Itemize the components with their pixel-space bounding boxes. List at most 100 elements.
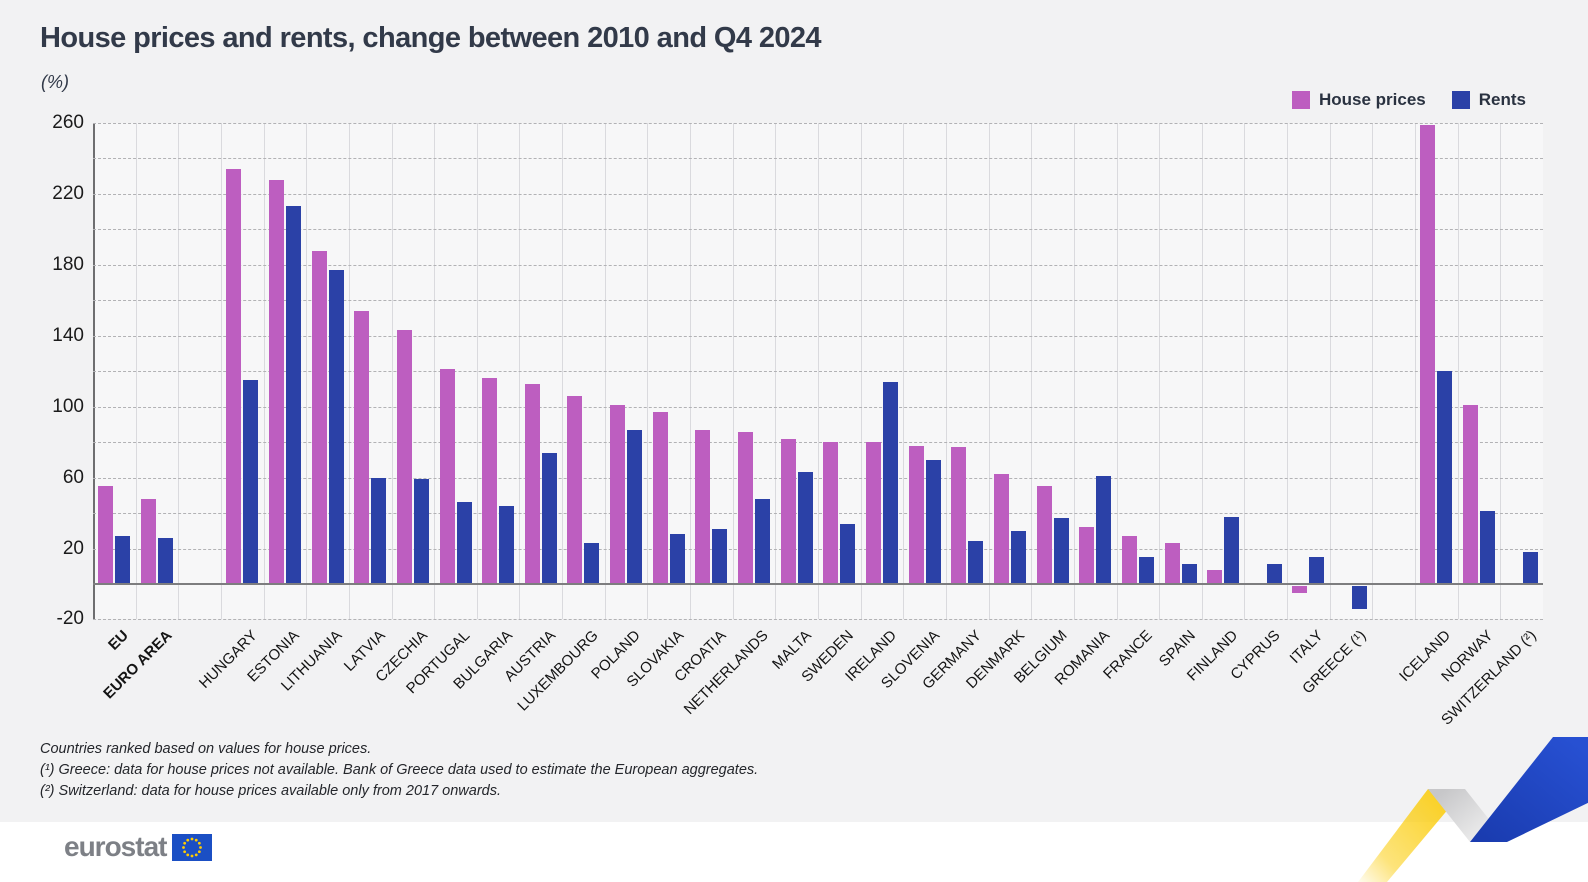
bar-rents-euro-area	[157, 537, 173, 584]
bar-rents-croatia	[712, 529, 728, 584]
gridline-vertical	[178, 123, 180, 619]
bar-rents-belgium	[1053, 518, 1069, 584]
bar-rents-france	[1138, 557, 1154, 584]
bar-rents-malta	[797, 472, 813, 584]
bar-house-prices-hungary	[226, 169, 242, 584]
gridline-vertical	[988, 123, 990, 619]
bar-house-prices-eu	[98, 486, 114, 584]
x-axis-label-italy: ITALY	[1286, 627, 1327, 667]
y-tick-label-260: 260	[52, 111, 84, 133]
footer-strip	[0, 822, 1588, 882]
y-tick-label-60: 60	[62, 466, 84, 488]
gridline-vertical	[434, 123, 436, 619]
bar-house-prices-portugal	[439, 369, 455, 584]
gridline-vertical	[1457, 123, 1459, 619]
chart-title: House prices and rents, change between 2…	[40, 22, 822, 54]
bar-house-prices-estonia	[268, 179, 284, 584]
bar-rents-luxembourg	[584, 543, 600, 584]
gridline-vertical	[1415, 123, 1417, 619]
bar-house-prices-croatia	[695, 429, 711, 584]
y-tick-label-100: 100	[52, 395, 84, 417]
gridline-vertical	[604, 123, 606, 619]
bar-rents-poland	[627, 429, 643, 584]
y-tick-label--20: -20	[56, 608, 84, 630]
gridline-horizontal	[93, 442, 1543, 444]
bar-house-prices-iceland	[1420, 124, 1436, 584]
bar-house-prices-bulgaria	[482, 378, 498, 584]
gridline-vertical	[1201, 123, 1203, 619]
legend: House prices Rents	[1292, 90, 1526, 110]
gridline-vertical	[1073, 123, 1075, 619]
bar-house-prices-france	[1121, 536, 1137, 584]
legend-label-rents: Rents	[1478, 90, 1526, 109]
y-tick-label-140: 140	[52, 324, 84, 346]
bar-rents-slovenia	[925, 459, 941, 584]
bar-house-prices-slovakia	[652, 412, 668, 584]
gridline-vertical	[1287, 123, 1289, 619]
gridline-vertical	[775, 123, 777, 619]
gridline-horizontal	[93, 193, 1543, 195]
bar-rents-netherlands	[755, 498, 771, 584]
y-tick-label-20: 20	[62, 537, 84, 559]
bar-rents-ireland	[882, 381, 898, 584]
legend-item-house-prices: House prices	[1292, 90, 1426, 110]
bar-house-prices-denmark	[993, 474, 1009, 584]
gridline-horizontal	[93, 335, 1543, 337]
gridline-vertical	[263, 123, 265, 619]
bar-rents-bulgaria	[499, 505, 515, 584]
bar-house-prices-belgium	[1036, 486, 1052, 584]
gridline-horizontal	[93, 406, 1543, 408]
bar-rents-germany	[968, 541, 984, 584]
plot-area	[93, 123, 1543, 621]
y-tick-label-220: 220	[52, 182, 84, 204]
eu-flag-icon	[172, 833, 213, 861]
gridline-vertical	[1372, 123, 1374, 619]
bar-house-prices-netherlands	[738, 431, 754, 584]
gridline-vertical	[1500, 123, 1502, 619]
bar-rents-switzerland	[1522, 552, 1538, 584]
bar-house-prices-poland	[610, 404, 626, 584]
bar-house-prices-ireland	[865, 442, 881, 584]
footnote-switzerland: (²) Switzerland: data for house prices a…	[40, 783, 502, 799]
bar-house-prices-finland	[1207, 569, 1223, 584]
bar-rents-lithuania	[328, 270, 344, 584]
gridline-vertical	[135, 123, 137, 619]
gridline-vertical	[945, 123, 947, 619]
bar-house-prices-czechia	[396, 330, 412, 584]
gridline-horizontal	[93, 513, 1543, 515]
bar-rents-norway	[1480, 511, 1496, 584]
bar-rents-cyprus	[1266, 564, 1282, 584]
gridline-horizontal	[93, 300, 1543, 302]
legend-label-house-prices: House prices	[1319, 90, 1426, 109]
gridline-vertical	[732, 123, 734, 619]
bar-rents-estonia	[285, 206, 301, 584]
gridline-horizontal	[93, 158, 1543, 160]
footnotes: Countries ranked based on values for hou…	[40, 739, 758, 802]
bar-rents-sweden	[840, 523, 856, 584]
eurostat-logo: eurostat	[64, 831, 213, 863]
bar-rents-portugal	[456, 502, 472, 584]
bar-house-prices-norway	[1463, 404, 1479, 584]
gridline-horizontal	[93, 229, 1543, 231]
unit-label: (%)	[41, 72, 69, 92]
gridline-vertical	[1031, 123, 1033, 619]
gridline-vertical	[647, 123, 649, 619]
bar-rents-latvia	[371, 477, 387, 584]
gridline-vertical	[391, 123, 393, 619]
gridline-vertical	[690, 123, 692, 619]
gridline-horizontal	[93, 619, 1543, 621]
bar-rents-slovakia	[669, 534, 685, 584]
bar-rents-romania	[1096, 475, 1112, 584]
gridline-vertical	[306, 123, 308, 619]
gridline-vertical	[519, 123, 521, 619]
gridline-horizontal	[93, 371, 1543, 373]
y-tick-label-180: 180	[52, 253, 84, 275]
bar-house-prices-spain	[1164, 543, 1180, 584]
bar-rents-austria	[541, 452, 557, 584]
gridline-horizontal	[93, 123, 1543, 124]
trend-ribbon-graphic	[1358, 737, 1588, 882]
gridline-horizontal	[93, 477, 1543, 479]
bar-rents-eu	[115, 536, 131, 584]
gridline-vertical	[903, 123, 905, 619]
gridline-vertical	[1116, 123, 1118, 619]
